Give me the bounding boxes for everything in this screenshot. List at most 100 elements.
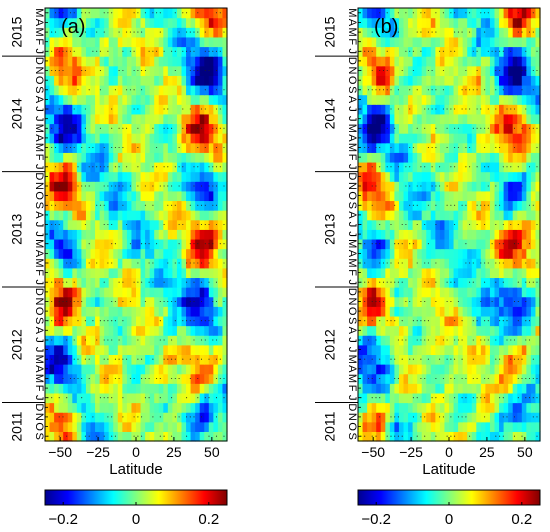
month-tick-label: D — [346, 172, 358, 180]
heatmap-cell — [213, 412, 219, 423]
heatmap-cell — [435, 46, 441, 57]
month-tick-label: M — [346, 143, 358, 152]
heatmap-cell — [190, 161, 196, 173]
heatmap-cell — [113, 8, 119, 19]
heatmap-cell — [480, 190, 486, 202]
heatmap-cell — [476, 171, 482, 182]
month-tick-label: A — [33, 211, 45, 219]
significance-dot — [528, 377, 531, 380]
heatmap-cell — [394, 412, 400, 423]
heatmap-cell — [181, 181, 187, 192]
heatmap-cell — [167, 171, 173, 182]
heatmap-cell — [195, 277, 201, 288]
heatmap-cell — [58, 344, 64, 355]
heatmap-cell — [471, 56, 477, 67]
heatmap-cell — [435, 152, 441, 163]
significance-dot — [502, 166, 504, 168]
heatmap-cell — [458, 335, 464, 346]
significance-dot — [397, 377, 399, 380]
significance-dot — [107, 397, 109, 399]
heatmap-cell — [494, 46, 500, 57]
heatmap-cell — [67, 344, 73, 355]
heatmap-cell — [76, 171, 82, 182]
heatmap-cell — [190, 36, 196, 48]
heatmap-cell — [521, 238, 527, 250]
heatmap-cell — [467, 364, 473, 375]
heatmap-cell — [199, 344, 205, 355]
heatmap-cell — [417, 354, 423, 365]
heatmap-cell — [435, 8, 441, 19]
heatmap-cell — [117, 56, 123, 67]
month-tick-label: J — [346, 395, 358, 401]
heatmap-cell — [108, 229, 114, 240]
heatmap-cell — [140, 412, 146, 423]
heatmap-cell — [485, 248, 491, 259]
significance-dot — [491, 243, 493, 245]
heatmap-cell — [494, 373, 500, 384]
heatmap-cell — [54, 412, 60, 423]
heatmap-cell — [485, 65, 491, 76]
heatmap-cell — [208, 75, 214, 86]
heatmap-cell — [403, 248, 409, 259]
heatmap-cell — [217, 402, 224, 413]
heatmap-cell — [403, 344, 409, 355]
heatmap-cell — [530, 325, 537, 336]
heatmap-cell — [163, 36, 169, 48]
heatmap-cell — [485, 421, 491, 432]
heatmap-cell — [122, 8, 128, 19]
heatmap-cell — [136, 171, 142, 182]
heatmap-cell — [408, 36, 414, 48]
heatmap-cell — [417, 325, 423, 336]
significance-dot — [454, 204, 456, 206]
significance-dot — [461, 31, 463, 33]
significance-dot — [133, 281, 135, 283]
heatmap-cell — [535, 152, 541, 163]
heatmap-cell — [181, 123, 187, 134]
heatmap-cell — [213, 238, 219, 250]
month-tick-label: F — [346, 385, 358, 392]
heatmap-cell — [417, 229, 423, 240]
significance-dot — [171, 127, 173, 129]
significance-dot — [532, 69, 534, 72]
heatmap-cell — [489, 94, 496, 105]
heatmap-cell — [217, 142, 224, 153]
significance-dot — [502, 223, 504, 226]
month-tick-label: D — [33, 172, 45, 180]
significance-dot — [457, 339, 459, 341]
heatmap-cell — [476, 335, 482, 346]
heatmap-cell — [54, 219, 60, 230]
heatmap-cell — [181, 133, 187, 144]
heatmap-cell — [167, 142, 173, 153]
heatmap-cell — [136, 46, 142, 57]
heatmap-cell — [494, 123, 500, 134]
heatmap-cell — [471, 152, 477, 163]
heatmap-cell — [385, 94, 391, 105]
significance-dot — [495, 262, 497, 264]
heatmap-cell — [163, 364, 169, 375]
heatmap-cell — [421, 36, 427, 48]
significance-dot — [200, 262, 203, 264]
heatmap-cell — [167, 152, 173, 163]
heatmap-cell — [95, 325, 101, 336]
heatmap-cell — [85, 171, 92, 182]
significance-dot — [487, 320, 489, 322]
heatmap-cell — [126, 65, 133, 76]
heatmap-cell — [140, 27, 146, 38]
heatmap-cell — [126, 27, 133, 38]
heatmap-cell — [494, 94, 500, 105]
significance-dot — [465, 397, 467, 399]
heatmap-cell — [517, 17, 523, 28]
heatmap-cell — [480, 364, 486, 375]
heatmap-cell — [380, 287, 386, 298]
heatmap-cell — [85, 364, 92, 375]
heatmap-cell — [476, 392, 482, 404]
heatmap-cell — [376, 392, 382, 404]
significance-dot — [54, 223, 57, 226]
heatmap-cell — [476, 306, 482, 317]
month-tick-label: M — [33, 124, 45, 133]
significance-dot — [409, 358, 411, 360]
heatmap-cell — [145, 325, 151, 336]
heatmap-cell — [126, 123, 133, 134]
heatmap-cell — [99, 123, 105, 134]
heatmap-cell — [489, 104, 496, 115]
